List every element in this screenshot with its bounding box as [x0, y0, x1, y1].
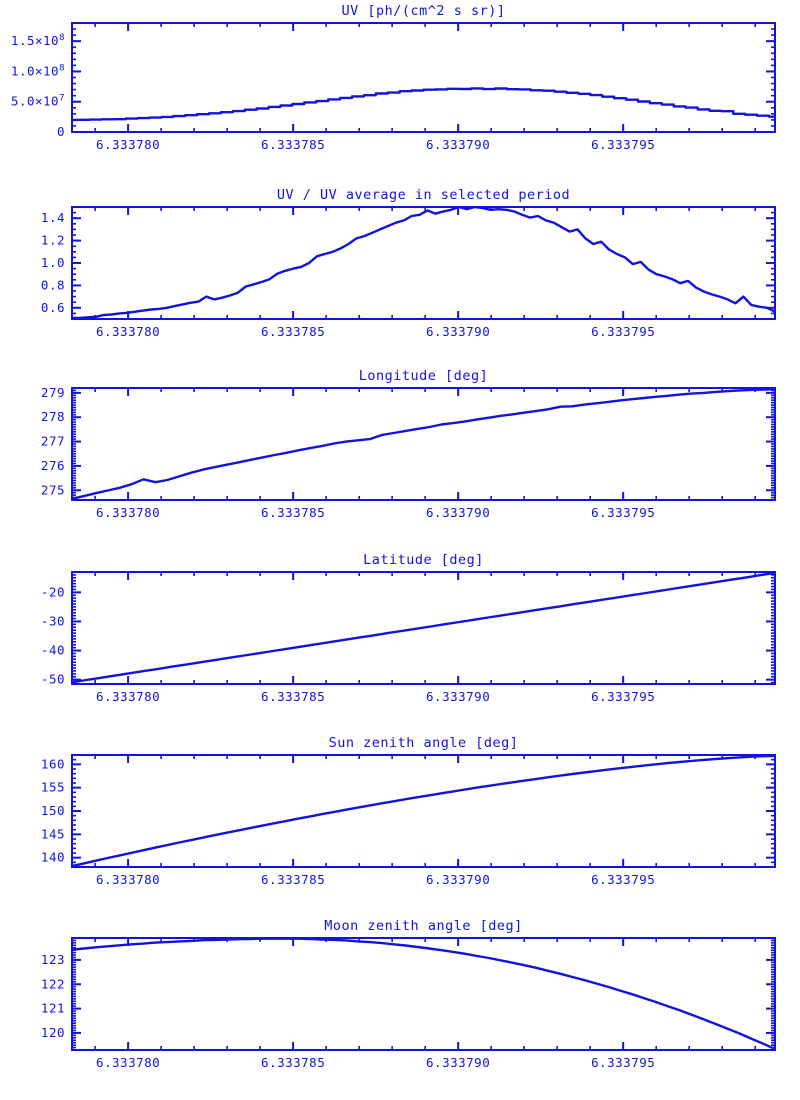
x-tick-label: 6.333795 — [591, 505, 655, 520]
x-tick-label: 6.333780 — [96, 324, 160, 339]
y-tick-label: 155 — [41, 780, 65, 795]
x-tick-label: 6.333785 — [261, 689, 325, 704]
chart-section-sun-zenith-angle: 6.333780 6.333785 6.333790 6.333795 140 145 15… — [0, 731, 800, 914]
y-tick-label: 5.0×107 — [11, 94, 65, 109]
y-tick-label: 279 — [41, 385, 65, 400]
x-tick-label: 6.333785 — [261, 1055, 325, 1070]
y-tick-label: 0.6 — [41, 300, 65, 315]
data-line — [71, 937, 776, 1051]
y-tick-label: 1.0×108 — [11, 63, 65, 78]
y-tick-label: 278 — [41, 409, 65, 424]
x-tick-label: 6.333795 — [591, 137, 655, 152]
y-tick-label: 0.8 — [41, 277, 65, 292]
y-tick-label: -30 — [41, 613, 65, 628]
y-tick-label: 277 — [41, 434, 65, 449]
y-tick-label: 1.5×108 — [11, 33, 65, 48]
x-tick-label: 6.333795 — [591, 689, 655, 704]
chart-longitude-plot: 6.333780 6.333785 6.333790 6.333795 275 276 27… — [41, 368, 776, 520]
data-line — [71, 754, 776, 868]
chart-title: Longitude [deg] — [359, 368, 488, 384]
plot-frame — [71, 754, 776, 868]
y-tick-label: 160 — [41, 756, 65, 771]
y-tick-label: 1.2 — [41, 233, 65, 248]
chart-sun-zenith-plot: 6.333780 6.333785 6.333790 6.333795 140 145 15… — [41, 735, 776, 887]
y-tick-label: 120 — [41, 1025, 65, 1040]
x-tick-label: 6.333785 — [261, 872, 325, 887]
plot-frame — [71, 937, 776, 1051]
x-tick-label: 6.333785 — [261, 324, 325, 339]
plot-frame — [71, 387, 776, 501]
y-tick-label: -20 — [41, 584, 65, 599]
chart-title: Latitude [deg] — [363, 552, 484, 568]
x-tick-label: 6.333780 — [96, 689, 160, 704]
data-line — [72, 205, 776, 320]
chart-section-uv-ratio: 6.333780 6.333785 6.333790 6.333795 0.6 0.8 1.… — [0, 183, 800, 366]
y-tick-label: 1.4 — [41, 210, 65, 225]
y-tick-label: 276 — [41, 458, 65, 473]
chart-section-longitude: 6.333780 6.333785 6.333790 6.333795 275 276 27… — [0, 364, 800, 547]
chart-title: UV [ph/(cm^2 s sr)] — [342, 3, 506, 19]
x-tick-label: 6.333780 — [96, 137, 160, 152]
x-tick-label: 6.333790 — [426, 689, 490, 704]
plot-frame — [71, 206, 776, 320]
x-tick-label: 6.333790 — [426, 505, 490, 520]
x-tick-label: 6.333785 — [261, 505, 325, 520]
chart-section-uv: 6.333780 6.333785 6.333790 6.333795 0 5.0×107… — [0, 0, 800, 183]
x-tick-label: 6.333795 — [591, 324, 655, 339]
y-tick-label: 145 — [41, 826, 65, 841]
x-tick-label: 6.333780 — [96, 505, 160, 520]
y-tick-label: 275 — [41, 482, 65, 497]
chart-uv-plot: 6.333780 6.333785 6.333790 6.333795 0 5.0×107… — [11, 3, 776, 152]
chart-latitude-plot: 6.333780 6.333785 6.333790 6.333795 -50 -40 -3… — [41, 552, 776, 704]
data-line — [71, 571, 776, 684]
chart-moon-zenith-plot: 6.333780 6.333785 6.333790 6.333795 120 121 12… — [41, 918, 776, 1070]
y-tick-label: 0 — [57, 124, 65, 139]
x-tick-label: 6.333790 — [426, 872, 490, 887]
x-tick-label: 6.333795 — [591, 872, 655, 887]
y-tick-label: 121 — [41, 1001, 65, 1016]
x-tick-label: 6.333795 — [591, 1055, 655, 1070]
x-tick-label: 6.333780 — [96, 872, 160, 887]
y-tick-label: 140 — [41, 850, 65, 865]
x-tick-label: 6.333790 — [426, 1055, 490, 1070]
y-tick-label: 150 — [41, 803, 65, 818]
chart-title: UV / UV average in selected period — [277, 187, 570, 203]
y-tick-label: -50 — [41, 672, 65, 687]
y-tick-label: 1.0 — [41, 255, 65, 270]
chart-title: Moon zenith angle [deg] — [324, 918, 522, 934]
x-tick-label: 6.333785 — [261, 137, 325, 152]
y-tick-label: -40 — [41, 643, 65, 658]
y-tick-label: 122 — [41, 976, 65, 991]
x-tick-label: 6.333780 — [96, 1055, 160, 1070]
chart-uv-ratio-plot: 6.333780 6.333785 6.333790 6.333795 0.6 0.8 1.… — [41, 187, 776, 339]
data-line — [71, 388, 776, 500]
y-tick-label: 123 — [41, 952, 65, 967]
chart-section-moon-zenith-angle: 6.333780 6.333785 6.333790 6.333795 120 121 12… — [0, 914, 800, 1097]
x-tick-label: 6.333790 — [426, 137, 490, 152]
data-line — [72, 87, 775, 122]
chart-title: Sun zenith angle [deg] — [329, 735, 519, 751]
x-tick-label: 6.333790 — [426, 324, 490, 339]
chart-section-latitude: 6.333780 6.333785 6.333790 6.333795 -50 -40 -3… — [0, 548, 800, 731]
